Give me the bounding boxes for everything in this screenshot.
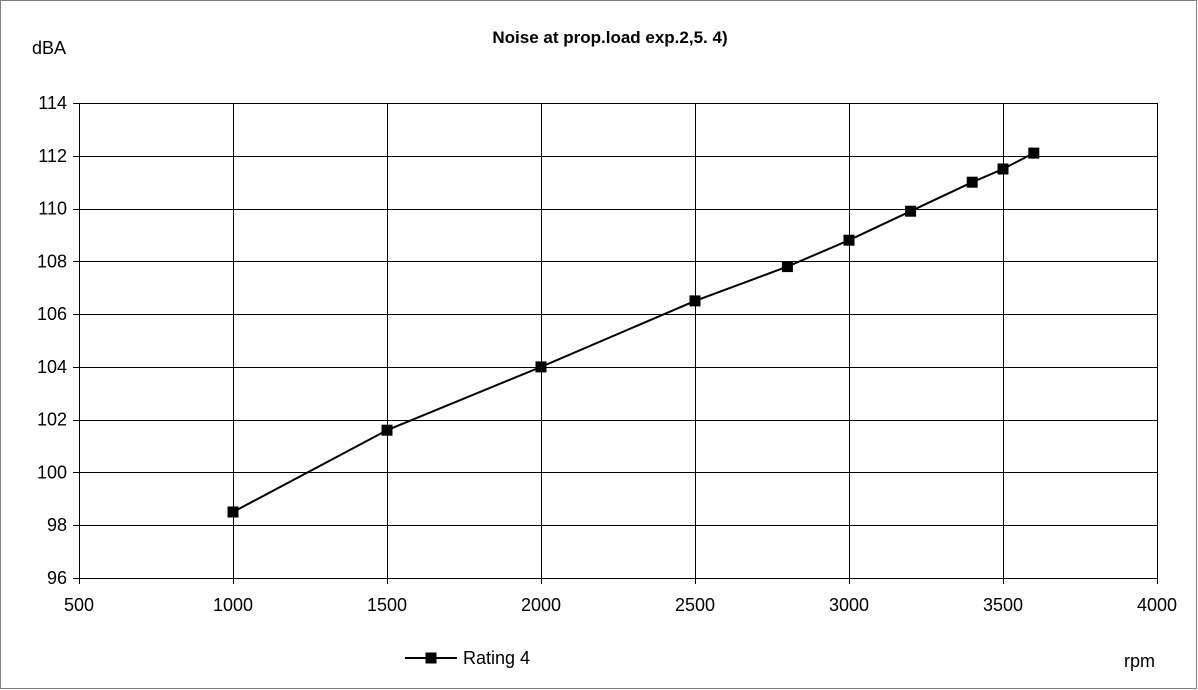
y-tick-label-110: 110 <box>38 199 67 219</box>
y-tick-label-114: 114 <box>38 93 67 113</box>
chart-title: Noise at prop.load exp.2,5. 4) <box>492 28 727 47</box>
y-tick-label-112: 112 <box>38 146 67 166</box>
x-tick-label-2500: 2500 <box>675 595 715 615</box>
grid-layer <box>79 103 1158 578</box>
legend: Rating 4 <box>405 648 530 668</box>
y-tick-label-100: 100 <box>37 462 67 482</box>
data-point-3400 <box>966 176 978 188</box>
y-tick-label-102: 102 <box>37 410 67 430</box>
y-tick-label-106: 106 <box>37 304 67 324</box>
series-layer <box>227 147 1040 518</box>
data-point-3000 <box>843 234 855 246</box>
x-tick-label-3000: 3000 <box>829 595 869 615</box>
x-tick-label-4000: 4000 <box>1137 595 1177 615</box>
data-point-2800 <box>781 261 793 273</box>
y-axis-label: dBA <box>32 38 66 58</box>
data-point-3600 <box>1028 147 1040 159</box>
x-tick-label-1500: 1500 <box>367 595 407 615</box>
data-point-3200 <box>905 205 917 217</box>
y-tick-label-98: 98 <box>47 515 67 535</box>
y-tick-label-96: 96 <box>47 568 67 588</box>
x-tick-label-500: 500 <box>64 595 94 615</box>
x-axis-label: rpm <box>1124 651 1155 671</box>
x-tick-label-2000: 2000 <box>521 595 561 615</box>
axis-layer <box>73 103 1158 584</box>
legend-marker-swatch <box>425 652 437 664</box>
tick-label-layer: 500 1000 1500 2000 2500 3000 3500 4000 96 98 100 10… <box>37 93 1177 615</box>
data-point-2500 <box>689 295 701 307</box>
x-tick-label-1000: 1000 <box>213 595 253 615</box>
series-line-0 <box>232 152 1035 513</box>
data-point-3500 <box>997 163 1009 175</box>
y-tick-label-108: 108 <box>37 251 67 271</box>
legend-entry-rating-4: Rating 4 <box>463 648 530 668</box>
data-point-1000 <box>227 506 239 518</box>
x-tick-label-3500: 3500 <box>983 595 1023 615</box>
y-tick-label-104: 104 <box>37 357 67 377</box>
data-point-1500 <box>381 424 393 436</box>
data-point-2000 <box>535 361 547 373</box>
